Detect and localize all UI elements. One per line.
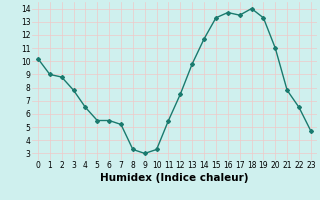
X-axis label: Humidex (Indice chaleur): Humidex (Indice chaleur): [100, 173, 249, 183]
